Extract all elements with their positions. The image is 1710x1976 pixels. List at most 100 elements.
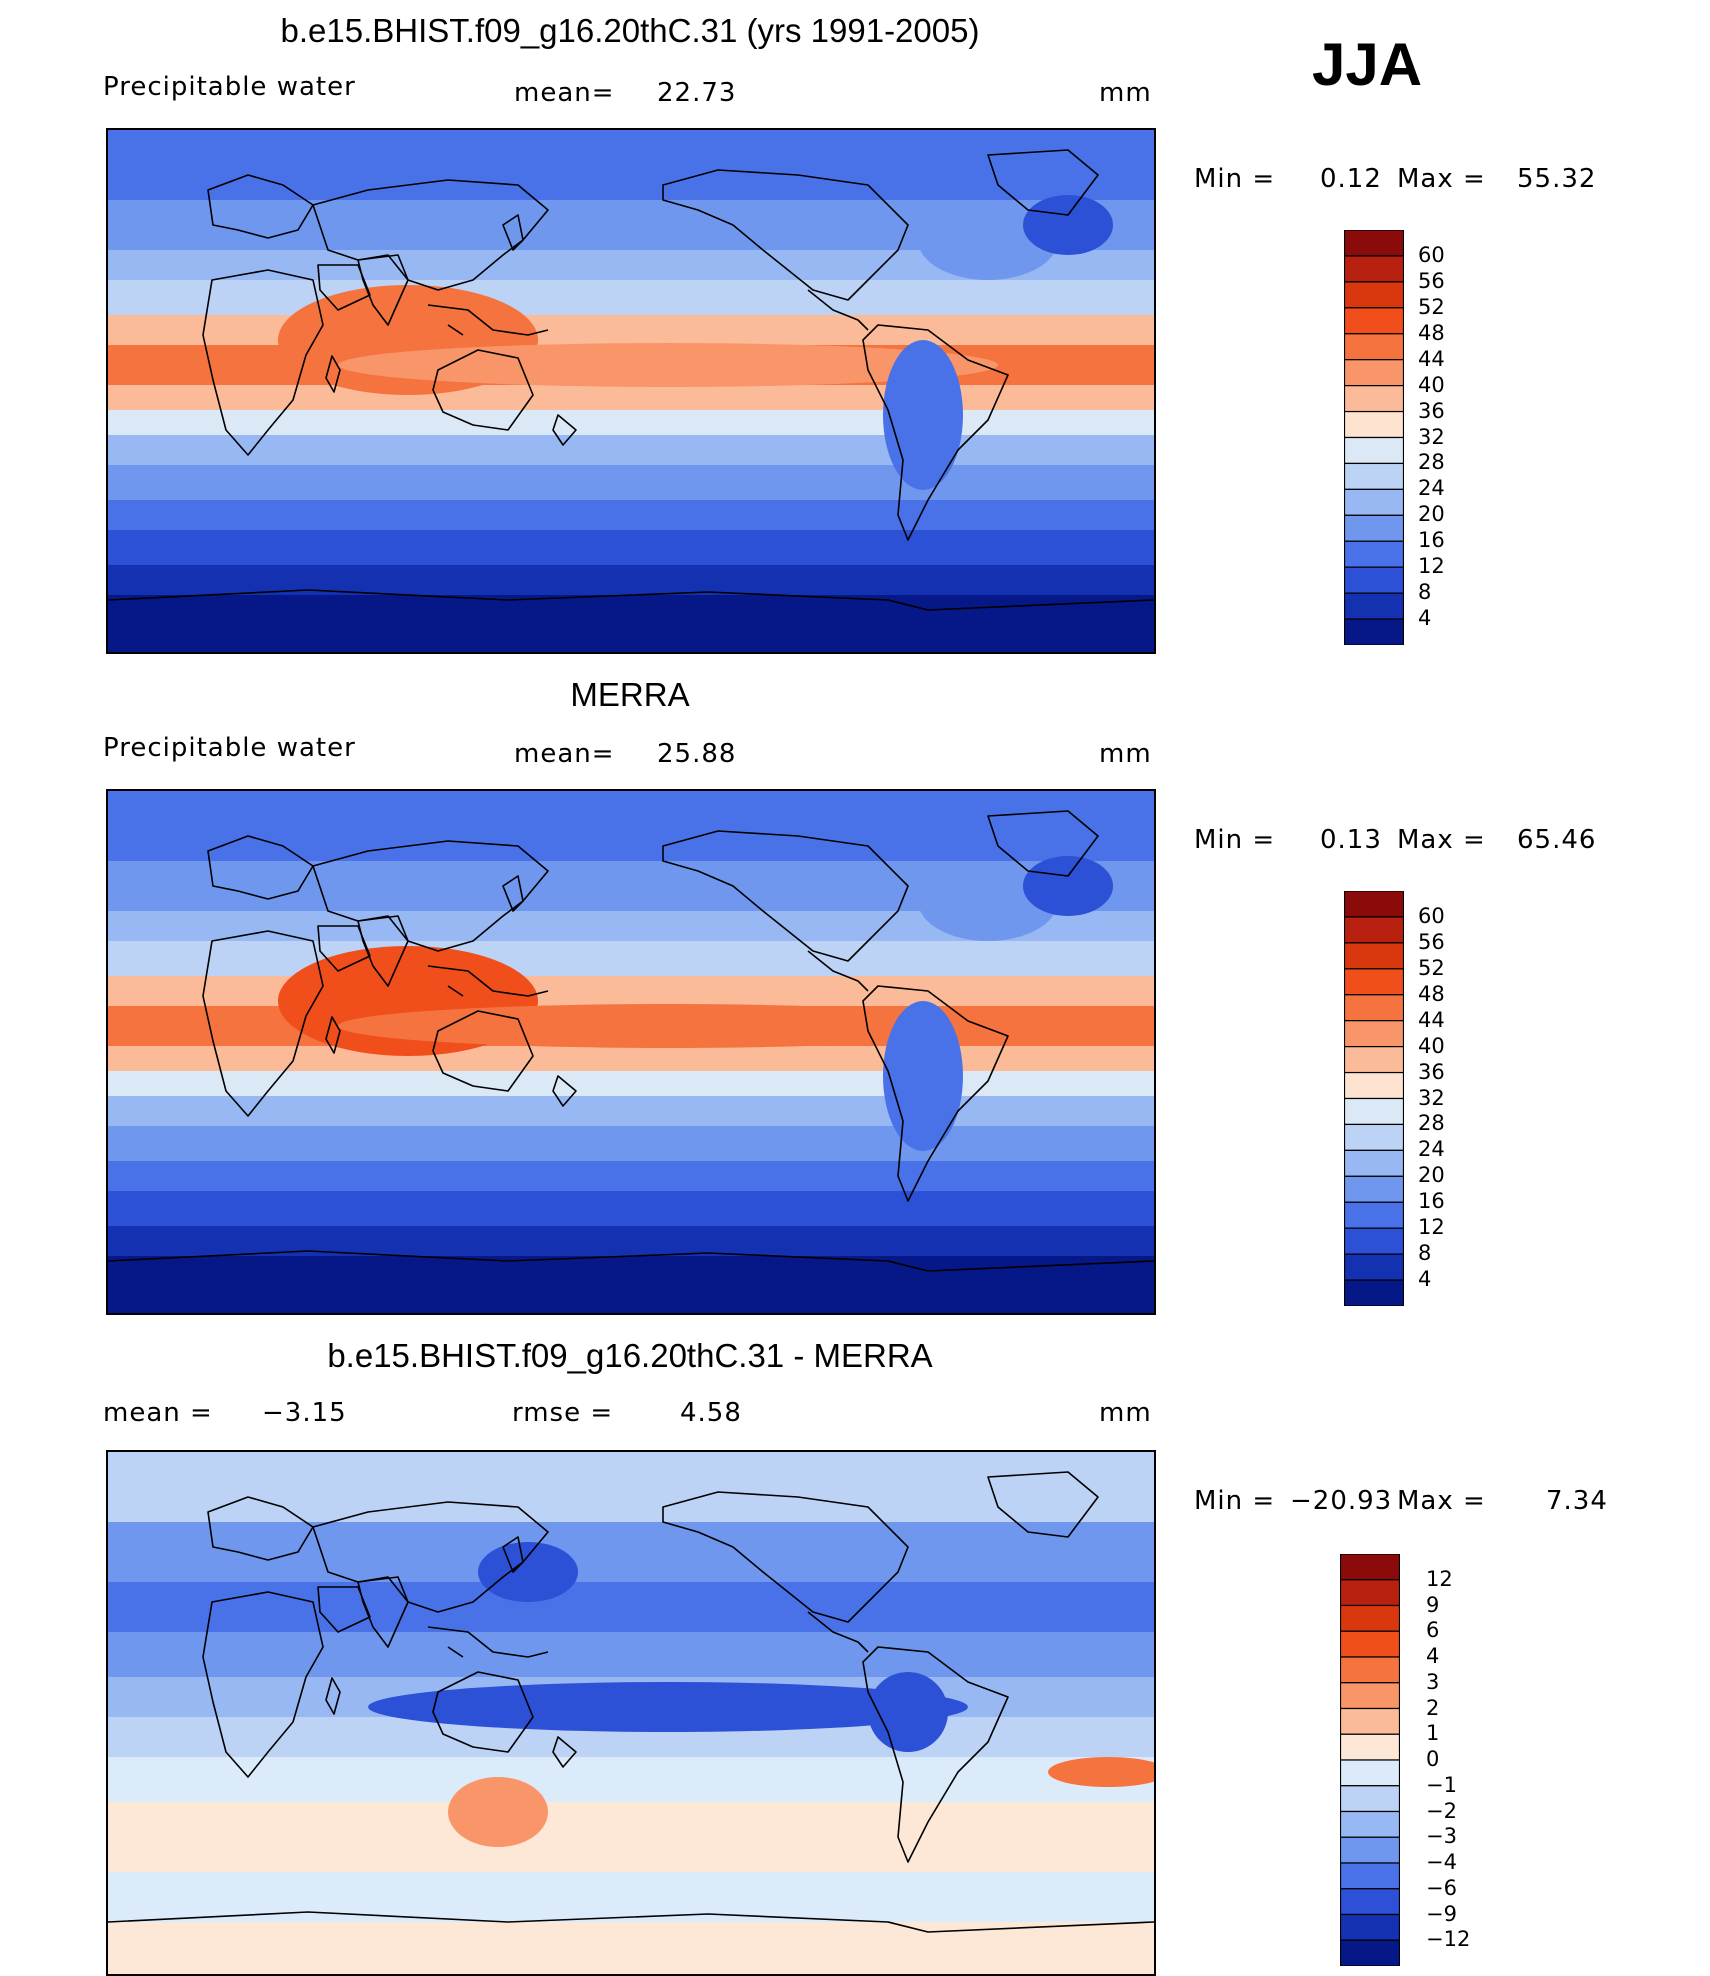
min-label: Min = <box>1194 164 1276 194</box>
coast-australia <box>432 1010 534 1092</box>
eurasia-dry-region <box>218 200 358 250</box>
colorbar-tick-label: 28 <box>1418 1111 1445 1136</box>
colorbar-tick-label: 52 <box>1418 294 1445 319</box>
contour-band <box>108 791 1154 861</box>
coast-north-america <box>662 1491 909 1623</box>
contour-band <box>108 1582 1154 1632</box>
coast-maritime <box>427 1626 549 1658</box>
mean-label: mean= <box>514 78 615 108</box>
colorbar-tick-label: 32 <box>1418 1085 1445 1110</box>
max-label: Max = <box>1397 825 1486 855</box>
colorbar-swatch <box>1339 1656 1401 1684</box>
colorbar-tick-label: 56 <box>1418 929 1445 954</box>
colorbar-tick-label: 20 <box>1418 502 1445 527</box>
colorbar-tick-label: 16 <box>1418 1189 1445 1214</box>
colorbar-swatch <box>1339 1707 1401 1735</box>
colorbar-tick-label: −9 <box>1426 1901 1457 1926</box>
contour-band <box>108 1632 1154 1677</box>
colorbar-swatch <box>1343 488 1405 516</box>
colorbar-swatch <box>1339 1553 1401 1581</box>
colorbar-tick-label: 4 <box>1418 606 1432 631</box>
coast-greenland <box>987 1471 1099 1538</box>
andes-dry-region <box>883 340 963 490</box>
contour-band <box>108 1096 1154 1126</box>
colorbar-tick-label: 9 <box>1426 1592 1440 1617</box>
max-value: 65.46 <box>1517 825 1597 855</box>
map-plot <box>106 789 1156 1315</box>
colorbar-swatch <box>1343 307 1405 335</box>
coast-madagascar <box>325 1677 341 1715</box>
coast-europe <box>207 1496 314 1561</box>
coast-arabia <box>317 1586 371 1633</box>
coast-africa <box>202 930 324 1117</box>
variable-label: Precipitable water <box>103 733 356 763</box>
colorbar-labels: 60 56 52 48 44 40 36 32 28 24 20 16 12 8 4 <box>1418 891 1498 1306</box>
coastlines <box>108 1471 1154 1933</box>
map-svg <box>108 1452 1154 1974</box>
coast-india <box>357 1576 409 1648</box>
colorbar <box>1343 229 1405 646</box>
colorbar <box>1339 1553 1401 1967</box>
colorbar-tick-label: −4 <box>1426 1850 1457 1874</box>
colorbar-swatch <box>1343 281 1405 309</box>
contour-band <box>108 1226 1154 1256</box>
colorbar-swatch <box>1343 592 1405 620</box>
colorbar-swatch <box>1343 1253 1405 1281</box>
colorbar-tick-label: 36 <box>1418 398 1445 423</box>
coast-europe <box>207 835 314 900</box>
colorbar-tick-label: 32 <box>1418 424 1445 449</box>
map-plot <box>106 1450 1156 1976</box>
coast-nz <box>552 414 577 446</box>
colorbar-tick-label: 56 <box>1418 268 1445 293</box>
coast-madagascar <box>325 355 341 393</box>
colorbar-tick-label: 16 <box>1418 528 1445 553</box>
coast-antarctica <box>108 1250 1154 1272</box>
min-value: −20.93 <box>1290 1486 1393 1516</box>
colorbar-tick-label: 1 <box>1426 1721 1440 1746</box>
coast-greenland <box>987 149 1099 216</box>
colorbar-swatch <box>1343 540 1405 568</box>
colorbar-tick-label: 24 <box>1418 1137 1445 1162</box>
units-label: mm <box>1099 78 1152 108</box>
max-label: Max = <box>1397 1486 1486 1516</box>
east-asia-dry-bias-region <box>478 1542 578 1602</box>
coast-greenland <box>987 810 1099 877</box>
coast-south-america <box>862 324 1009 541</box>
contour-band <box>108 1161 1154 1191</box>
colorbar-swatch <box>1343 462 1405 490</box>
greenland-dry-region <box>1023 195 1113 255</box>
colorbar-swatch <box>1343 1020 1405 1048</box>
units-label: mm <box>1099 739 1152 769</box>
colorbar-swatch <box>1343 436 1405 465</box>
colorbar-swatch <box>1339 1604 1401 1632</box>
coast-central-america <box>807 950 869 992</box>
colorbar-swatch <box>1343 1123 1405 1151</box>
colorbar-tick-label: −6 <box>1426 1875 1457 1900</box>
contour-band <box>108 1757 1154 1802</box>
colorbar-swatch <box>1343 1046 1405 1074</box>
colorbar-swatch <box>1339 1630 1401 1658</box>
coast-australia <box>432 1671 534 1753</box>
colorbar-swatch <box>1343 1097 1405 1126</box>
colorbar-swatch <box>1339 1862 1401 1890</box>
itcz-dry-bias-region <box>368 1682 968 1732</box>
colorbar-tick-label: 40 <box>1418 1033 1445 1058</box>
coastlines <box>108 149 1154 611</box>
colorbar-swatch <box>1343 1201 1405 1229</box>
coast-europe <box>207 174 314 239</box>
contour-band <box>108 500 1154 530</box>
amazon-dry-bias-region <box>868 1672 948 1752</box>
coast-india <box>357 254 409 326</box>
colorbar-tick-label: 60 <box>1418 242 1445 267</box>
contour-band <box>108 385 1154 410</box>
colorbar-swatch <box>1343 1227 1405 1255</box>
colorbar-tick-label: 3 <box>1426 1669 1440 1694</box>
itcz-region <box>338 1004 998 1048</box>
contour-band <box>108 941 1154 976</box>
contour-band <box>108 280 1154 315</box>
colorbar-swatch <box>1343 1149 1405 1177</box>
colorbar-tick-label: 44 <box>1418 346 1445 371</box>
colorbar-labels: 60 56 52 48 44 40 36 32 28 24 20 16 12 8 4 <box>1418 230 1498 645</box>
mean-value: 25.88 <box>657 739 737 769</box>
coast-japan <box>502 1536 524 1573</box>
